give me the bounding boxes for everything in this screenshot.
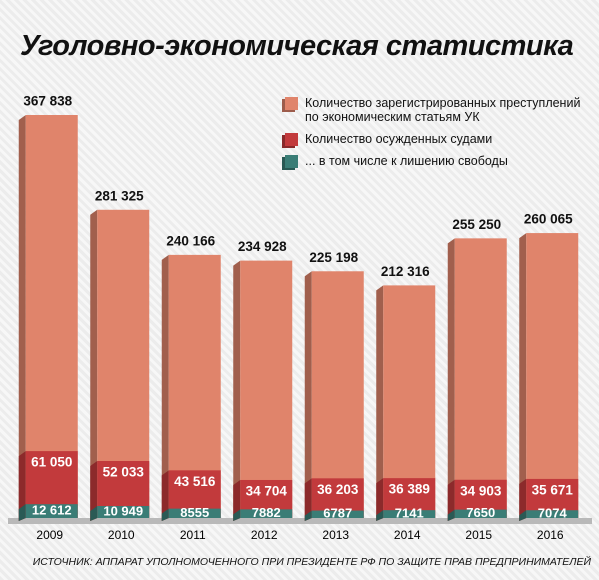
value-label: 234 928 <box>238 239 287 254</box>
legend-label: Количество осужденных судами <box>305 132 493 146</box>
bar-side <box>376 478 384 521</box>
legend-item: Количество зарегистрированных преступлен… <box>283 96 583 124</box>
legend: Количество зарегистрированных преступлен… <box>283 96 583 176</box>
bar-side <box>304 510 312 521</box>
value-label: 7141 <box>395 506 424 521</box>
bar-side <box>18 115 26 521</box>
bar-side <box>90 209 98 521</box>
bar <box>97 506 150 518</box>
x-tick-label: 2011 <box>180 528 206 542</box>
value-label: 52 033 <box>103 465 145 480</box>
value-label: 8555 <box>180 505 209 520</box>
x-tick-label: 2010 <box>108 528 135 542</box>
bar-side <box>90 506 98 521</box>
value-label: 43 516 <box>174 474 216 489</box>
x-tick-label: 2009 <box>36 528 63 542</box>
bar-side <box>304 271 312 521</box>
bar-side <box>519 478 527 521</box>
bar <box>168 508 221 518</box>
value-label: 7650 <box>466 505 495 520</box>
x-tick-label: 2015 <box>465 528 492 542</box>
bar <box>25 504 78 518</box>
bar-side <box>304 478 312 521</box>
value-label: 12 612 <box>32 503 72 518</box>
value-label: 61 050 <box>31 455 72 470</box>
bar <box>311 510 364 518</box>
legend-swatch <box>285 133 298 146</box>
legend-label: Количество зарегистрированных преступлен… <box>305 96 581 124</box>
bar-side <box>161 470 169 521</box>
value-label: 34 704 <box>246 484 288 499</box>
value-label: 367 838 <box>23 94 72 109</box>
value-label: 35 671 <box>532 482 574 497</box>
chart-title: Уголовно-экономическая статистика <box>20 30 574 62</box>
source: ИСТОЧНИК: АППАРАТ УПОЛНОМОЧЕННОГО ПРИ ПР… <box>32 556 591 568</box>
value-label: 225 198 <box>309 250 358 265</box>
bar-side <box>447 479 455 521</box>
bar-side <box>18 504 26 521</box>
x-tick-label: 2014 <box>394 528 421 542</box>
legend-swatch <box>285 155 298 168</box>
bar <box>526 233 579 518</box>
baseline <box>8 518 592 524</box>
bar <box>311 271 364 518</box>
bar-side <box>161 508 169 521</box>
bar-side <box>519 510 527 521</box>
legend-item: ... в том числе к лишению свободы <box>283 154 583 168</box>
value-label: 7882 <box>252 505 281 520</box>
bar <box>454 509 507 518</box>
bar-side <box>519 233 527 521</box>
bar-side <box>447 238 455 521</box>
bar <box>383 510 436 518</box>
value-label: 255 250 <box>452 217 501 232</box>
value-label: 36 389 <box>389 482 430 497</box>
bar <box>526 510 579 518</box>
legend-item: Количество осужденных судами <box>283 132 583 146</box>
value-label: 212 316 <box>381 264 430 279</box>
x-tick-label: 2012 <box>251 528 278 542</box>
bar-side <box>447 509 455 521</box>
bar <box>240 509 293 518</box>
value-label: 36 203 <box>317 482 359 497</box>
bar <box>454 238 507 518</box>
bar <box>240 260 293 518</box>
bar-side <box>376 285 384 521</box>
bar-side <box>233 509 241 521</box>
value-label: 281 325 <box>95 188 144 203</box>
bar-side <box>18 451 26 521</box>
bar-side <box>161 254 169 522</box>
legend-swatch <box>285 97 298 110</box>
value-label: 240 166 <box>166 233 215 248</box>
x-tick-label: 2013 <box>322 528 349 542</box>
value-label: 7074 <box>538 506 568 521</box>
bar-side <box>233 260 241 521</box>
legend-label: ... в том числе к лишению свободы <box>305 154 508 168</box>
bar-side <box>90 460 98 521</box>
value-label: 260 065 <box>524 212 573 227</box>
bar <box>25 115 78 518</box>
value-label: 6787 <box>323 506 352 521</box>
x-tick-label: 2016 <box>537 528 564 542</box>
value-label: 34 903 <box>460 483 502 498</box>
value-label: 10 949 <box>103 503 143 518</box>
bar-side <box>376 510 384 521</box>
